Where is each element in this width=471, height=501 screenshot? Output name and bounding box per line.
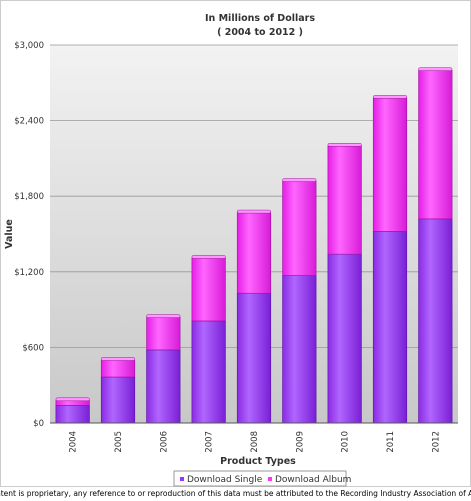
y-tick-label: $1,800 bbox=[14, 192, 44, 202]
footer-disclaimer: This content is proprietary, any referen… bbox=[0, 489, 471, 498]
bar-cap-2009 bbox=[282, 178, 317, 182]
legend-label-download-album: Download Album bbox=[275, 475, 351, 485]
bar-cap-2005 bbox=[100, 357, 136, 361]
x-tick-label: 2011 bbox=[386, 431, 396, 453]
bar-download-album-2008 bbox=[236, 212, 272, 294]
bar-cap-2007 bbox=[191, 255, 226, 259]
legend-box bbox=[173, 470, 347, 487]
bar-download-album-2004 bbox=[55, 400, 90, 406]
bar-download-single-2007 bbox=[191, 320, 226, 424]
bar-download-single-2009 bbox=[282, 275, 317, 424]
bar-cap-2008 bbox=[236, 209, 272, 214]
x-tick-label: 2006 bbox=[159, 431, 169, 453]
y-axis-title: Value bbox=[4, 219, 15, 249]
bars bbox=[55, 67, 453, 424]
bar-download-single-2005 bbox=[100, 376, 136, 424]
legend: Download Single Download Album bbox=[173, 470, 351, 487]
bar-download-album-2005 bbox=[100, 359, 136, 378]
bar-cap-2010 bbox=[327, 143, 362, 147]
x-tick-label: 2010 bbox=[341, 431, 351, 453]
x-axis-ticks: 2004 2005 2006 2007 2008 2009 2010 2011 2012 bbox=[69, 431, 442, 453]
y-tick-label: $0 bbox=[33, 419, 44, 429]
bar-download-album-2011 bbox=[372, 97, 408, 232]
x-tick-label: 2007 bbox=[205, 431, 215, 453]
bar-download-album-2012 bbox=[418, 69, 453, 220]
y-tick-label: $2,400 bbox=[14, 117, 44, 127]
bar-download-single-2012 bbox=[418, 218, 453, 424]
legend-swatch-download-album bbox=[268, 477, 272, 481]
bar-cap-2011 bbox=[372, 95, 408, 99]
x-axis-title: Product Types bbox=[220, 456, 296, 467]
y-axis-ticks: $0 $600 $1,200 $1,800 $2,400 $3,000 bbox=[14, 41, 44, 429]
bar-cap-2006 bbox=[146, 314, 181, 318]
x-tick-label: 2008 bbox=[250, 431, 260, 453]
bar-download-album-2009 bbox=[282, 180, 317, 276]
x-tick-label: 2004 bbox=[69, 431, 79, 453]
bar-download-single-2010 bbox=[327, 253, 362, 424]
legend-swatch-download-single bbox=[180, 477, 184, 481]
bar-download-album-2006 bbox=[146, 316, 181, 351]
x-tick-label: 2012 bbox=[431, 431, 441, 453]
bar-download-single-2006 bbox=[146, 349, 181, 424]
bar-download-single-2011 bbox=[372, 231, 408, 424]
bar-download-album-2007 bbox=[191, 257, 226, 322]
chart-title: In Millions of Dollars bbox=[205, 13, 315, 24]
bar-cap-2004 bbox=[55, 397, 90, 402]
x-tick-label: 2009 bbox=[295, 431, 305, 453]
bar-download-single-2008 bbox=[236, 292, 272, 424]
y-tick-label: $1,200 bbox=[14, 268, 44, 278]
y-tick-label: $3,000 bbox=[14, 41, 44, 51]
bar-download-single-2004 bbox=[55, 405, 90, 424]
y-tick-label: $600 bbox=[22, 343, 44, 353]
bar-download-album-2010 bbox=[327, 145, 362, 255]
legend-label-download-single: Download Single bbox=[187, 475, 263, 485]
bar-cap-2012 bbox=[418, 67, 453, 71]
chart-subtitle: ( 2004 to 2012 ) bbox=[217, 27, 303, 38]
x-tick-label: 2005 bbox=[114, 431, 124, 453]
